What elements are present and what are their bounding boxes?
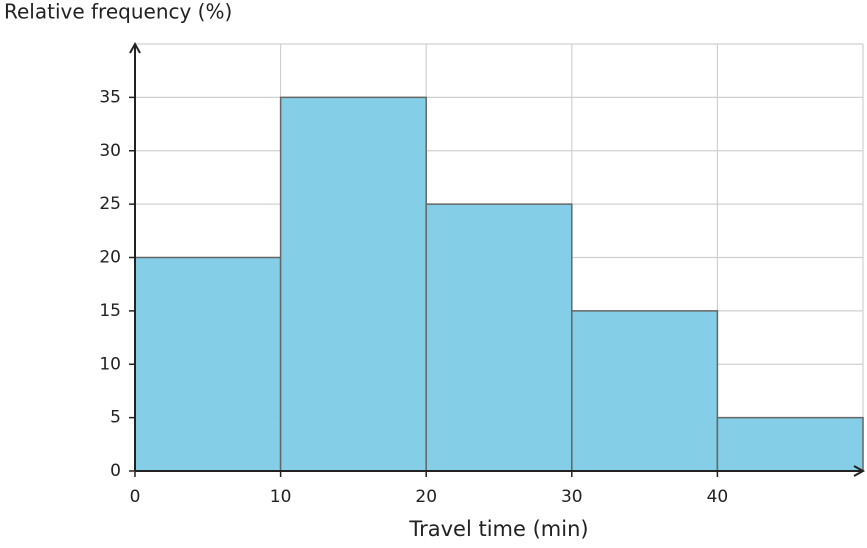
- y-axis-arrow: [129, 41, 141, 54]
- bar: [134, 256, 282, 472]
- bar: [571, 310, 719, 472]
- bar: [716, 416, 864, 472]
- x-tick-label: 10: [270, 487, 292, 507]
- y-tick-label: 20: [99, 248, 121, 268]
- y-tick-label: 25: [99, 194, 121, 214]
- y-tick-label: 30: [99, 141, 121, 161]
- x-axis-label: Travel time (min): [408, 517, 588, 541]
- x-tick-label: 20: [415, 487, 437, 507]
- bar: [425, 203, 573, 472]
- y-axis-label: Relative frequency (%): [4, 0, 232, 24]
- y-tick-label: 10: [99, 354, 121, 374]
- y-tick-label: 5: [110, 408, 121, 428]
- x-tick-label: 30: [561, 487, 583, 507]
- bar: [279, 96, 427, 472]
- x-axis-arrow: [853, 465, 866, 477]
- y-tick-label: 15: [99, 301, 121, 321]
- y-tick-label: 35: [99, 87, 121, 107]
- x-tick-label: 0: [130, 487, 141, 507]
- x-tick-label: 40: [707, 487, 729, 507]
- y-tick-label: 0: [110, 461, 121, 481]
